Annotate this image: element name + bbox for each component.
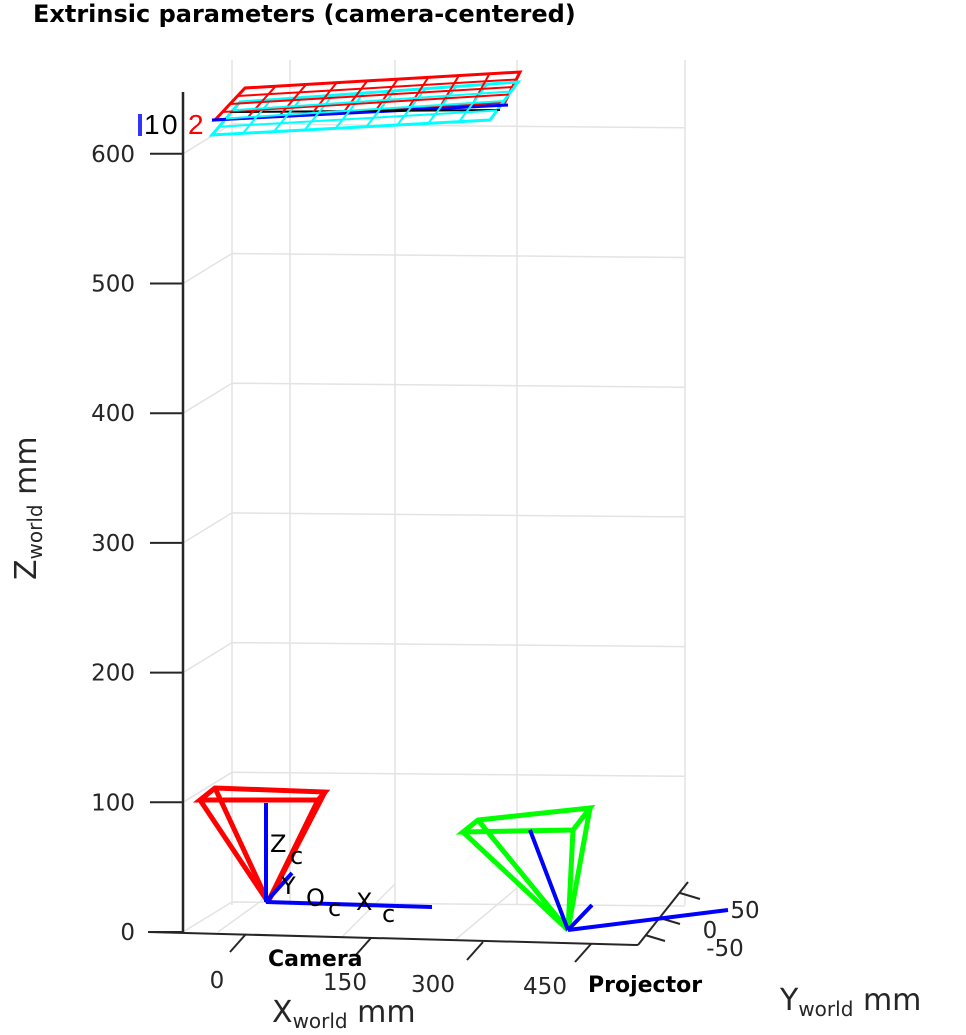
- x-tick-mark: [574, 943, 592, 963]
- pattern-label-1: 1: [144, 109, 160, 140]
- calibration-patterns: [208, 70, 523, 137]
- z-tick-label: 300: [91, 531, 135, 557]
- x-axis-line: [147, 931, 639, 946]
- x-tick-label: 150: [323, 970, 367, 996]
- z-tick-label: 100: [91, 790, 135, 816]
- y-ticks: 50 0-50: [644, 892, 760, 962]
- grid-line-z: [182, 512, 686, 544]
- camera-axes: [264, 803, 433, 909]
- camera-z-label: Z: [270, 830, 286, 858]
- projector-label: Projector: [588, 973, 702, 998]
- pattern-grid-line: [229, 86, 513, 105]
- camera-x-label: X: [356, 888, 372, 916]
- pattern-labels: 1 0 2: [138, 109, 204, 140]
- grid-line-z: [182, 641, 686, 674]
- y-axis-label: Yworld mm: [779, 983, 921, 1021]
- grid-lines: [182, 60, 686, 941]
- y-tick-mark: [644, 934, 666, 942]
- pattern-black-edge: [229, 109, 501, 113]
- x-ticks: 0 150 300 450: [210, 933, 592, 1000]
- y-tick-label: 0: [703, 918, 718, 944]
- x-tick-label: 300: [411, 972, 455, 998]
- camera-y-label: Y: [280, 872, 296, 900]
- y-tick-label: 50: [730, 898, 759, 924]
- camera-label: Camera: [268, 947, 363, 972]
- x-tick-mark: [466, 941, 484, 961]
- grid-line-z: [182, 123, 686, 155]
- z-tick-label: 200: [91, 661, 135, 687]
- pattern-grid: [218, 73, 517, 134]
- x-tick-mark: [354, 937, 372, 957]
- z-tick-label: 400: [91, 401, 135, 427]
- z-tick-label: 500: [91, 272, 135, 298]
- x-tick-label: 0: [210, 968, 225, 994]
- z-tick-label: 600: [91, 142, 135, 168]
- x-axis-label: Xworld mm: [272, 995, 416, 1033]
- pattern-grid-line: [225, 100, 505, 120]
- grid-line-z: [182, 901, 686, 933]
- camera-o-label: O: [306, 884, 325, 912]
- x-tick-label: 450: [523, 974, 567, 1000]
- pattern-grid-line: [218, 109, 498, 128]
- grid-line-floor: [454, 887, 518, 941]
- camera-x-sub: c: [382, 900, 395, 928]
- grid-line-z: [182, 252, 686, 285]
- pattern-label-2: 2: [188, 109, 204, 140]
- y-tick-label: -50: [706, 936, 744, 962]
- pattern-label-0: 0: [162, 109, 178, 140]
- pattern-grid-line: [222, 93, 509, 113]
- chart-title: Extrinsic parameters (camera-centered): [33, 0, 576, 28]
- pattern-label-marker: [138, 114, 142, 136]
- pattern-grid-line: [237, 78, 517, 97]
- grid-line-z: [182, 382, 686, 414]
- y-tick-mark: [679, 892, 701, 900]
- projector-axes: [528, 829, 729, 932]
- projector-frustum: [455, 804, 596, 932]
- camera-frustum: [192, 785, 331, 904]
- grid-line-floor: [342, 883, 396, 937]
- z-tick-label: 0: [120, 920, 135, 946]
- x-tick-mark: [229, 933, 247, 953]
- pattern-blue-edge: [211, 103, 509, 122]
- camera-z-sub: c: [290, 842, 303, 870]
- pattern-grid-line: [232, 90, 512, 112]
- camera-o-sub: c: [328, 894, 341, 922]
- z-axis-label: Zworld mm: [9, 436, 47, 580]
- z-ticks: 0 100 200 300 400 500 600: [91, 142, 183, 946]
